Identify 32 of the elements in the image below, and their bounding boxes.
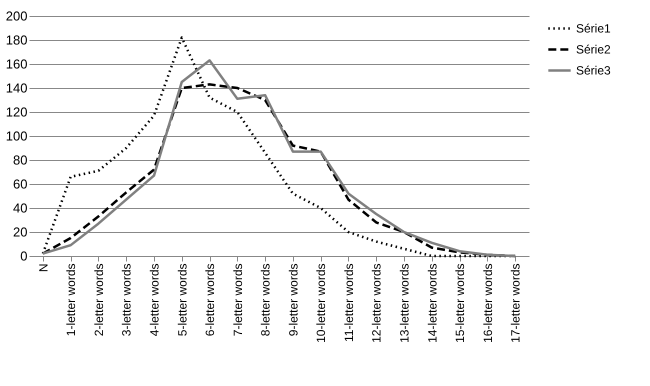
y-tick-label: 160 (6, 56, 28, 72)
x-tick-label: 10-letter words (314, 264, 328, 343)
x-tick-label: 11-letter words (342, 264, 356, 342)
x-tick-label: 14-letter words (425, 264, 440, 343)
y-tick-label: 20 (13, 224, 28, 240)
y-tick-label: 80 (13, 152, 28, 168)
x-tick-label: 13-letter words (398, 264, 412, 343)
y-tick-label: 60 (13, 176, 28, 192)
x-tick-label: 2-letter words (92, 264, 106, 336)
x-tick-label: 12-letter words (370, 264, 384, 343)
x-tick-label: 4-letter words (148, 264, 162, 336)
x-tick-label: 6-letter words (203, 264, 218, 336)
legend-label: Série2 (576, 42, 612, 56)
legend-label: Série1 (576, 22, 612, 36)
x-tick-label: 1-letter words (64, 264, 78, 336)
x-tick-label: 17-letter words (508, 264, 523, 343)
x-tick-label: 3-letter words (120, 264, 134, 336)
y-tick-label: 100 (6, 128, 28, 144)
x-tick-label: 16-letter words (480, 264, 495, 343)
legend-label: Série3 (576, 64, 612, 78)
y-tick-label: 200 (6, 8, 28, 24)
y-tick-label: 180 (6, 32, 28, 48)
x-tick-label: 5-letter words (175, 264, 190, 336)
y-tick-label: 0 (20, 248, 28, 264)
x-tick-label: 7-letter words (230, 264, 245, 336)
x-tick-label: 8-letter words (258, 264, 273, 336)
y-tick-label: 140 (6, 80, 28, 96)
y-tick-label: 120 (6, 104, 28, 120)
x-tick-label: 15-letter words (453, 264, 468, 343)
x-tick-label: N (36, 264, 50, 272)
y-tick-label: 40 (13, 200, 28, 216)
x-tick-label: 9-letter words (286, 264, 300, 336)
